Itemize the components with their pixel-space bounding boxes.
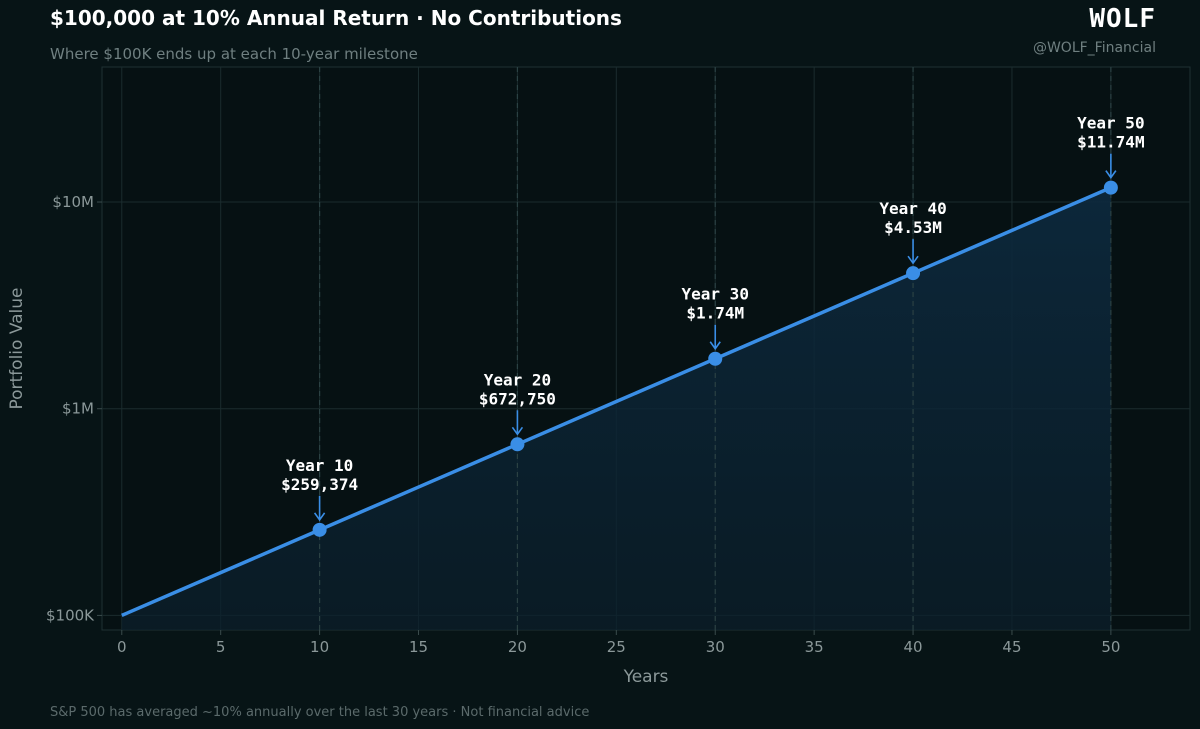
series-line-layer xyxy=(121,186,1112,618)
x-tick-label: 15 xyxy=(409,638,428,656)
brand-handle: @WOLF_Financial xyxy=(1032,40,1156,56)
milestone-label-value: $259,374 xyxy=(281,475,358,494)
y-tick-label: $10M xyxy=(52,193,94,211)
y-tick-label: $1M xyxy=(62,400,94,418)
milestone-label-value: $1.74M xyxy=(686,304,744,323)
chart-subtitle: Where $100K ends up at each 10-year mile… xyxy=(50,45,418,63)
milestone-label-value: $672,750 xyxy=(479,389,556,408)
area-fill xyxy=(121,187,1111,630)
x-tick-label: 50 xyxy=(1101,638,1120,656)
milestone-point xyxy=(708,351,723,366)
milestone-point xyxy=(1103,180,1118,195)
x-tick-label: 10 xyxy=(310,638,329,656)
area-layer xyxy=(121,187,1111,630)
x-tick-label: 35 xyxy=(805,638,824,656)
x-tick-label: 40 xyxy=(904,638,923,656)
brand-logo-text: WOLF xyxy=(1089,4,1156,34)
x-tick-label: 20 xyxy=(508,638,527,656)
series-line xyxy=(121,186,1112,618)
milestone-arrow-head xyxy=(709,341,721,351)
milestone-arrow-head xyxy=(907,255,919,265)
y-axis-label: Portfolio Value xyxy=(7,287,27,409)
x-tick-label: 45 xyxy=(1002,638,1021,656)
x-tick-label: 0 xyxy=(117,638,127,656)
x-tick-label: 25 xyxy=(607,638,626,656)
annotations-layer: Year 10$259,374 Year 20$672,750 Year 30$1.… xyxy=(281,114,1145,522)
milestone-arrow-head xyxy=(1105,170,1117,180)
milestone-label-year: Year 20 xyxy=(484,370,551,389)
milestone-point xyxy=(906,266,921,281)
y-tick-label: $100K xyxy=(46,606,95,624)
footer-note: S&P 500 has averaged ~10% annually over … xyxy=(50,705,590,720)
x-axis-label: Years xyxy=(623,667,669,687)
milestone-label-year: Year 30 xyxy=(682,285,749,304)
milestone-label-year: Year 50 xyxy=(1077,114,1144,133)
milestone-point xyxy=(312,522,327,537)
x-tick-label: 30 xyxy=(706,638,725,656)
chart-title: $100,000 at 10% Annual Return · No Contr… xyxy=(50,6,622,30)
milestone-arrow-head xyxy=(313,512,326,522)
milestone-arrow-head xyxy=(511,426,524,436)
milestone-label-year: Year 40 xyxy=(879,199,946,218)
axis-layer: 0 5 10 15 20 25 30 35 40 45 50 $100K $1M $10M Years Por… xyxy=(7,193,1120,687)
milestone-label-value: $11.74M xyxy=(1077,133,1144,152)
points-layer xyxy=(312,180,1118,537)
milestone-point xyxy=(510,437,525,452)
x-tick-label: 5 xyxy=(216,638,226,656)
milestone-label-value: $4.53M xyxy=(884,218,942,237)
milestone-label-year: Year 10 xyxy=(286,456,353,475)
